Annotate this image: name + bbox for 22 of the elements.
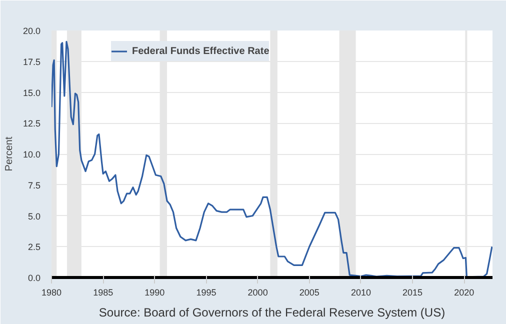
y-tick-label: 0.0 [28,273,41,283]
x-tick-label: 2000 [248,288,268,298]
x-tick-label: 2010 [350,288,371,298]
y-axis-title: Percent [4,136,15,172]
legend-label: Federal Funds Effective Rate [132,46,270,56]
y-tick-label: 17.5 [22,56,41,67]
y-tick-label: 5.0 [28,211,41,222]
x-tick-label: 1985 [93,288,114,298]
x-tick-label: 2005 [299,288,320,298]
x-tick-label: 2015 [402,288,423,298]
y-tick-label: 12.5 [22,118,41,129]
line-series [52,40,492,278]
y-tick-label: 7.5 [28,180,41,190]
y-tick-label: 2.5 [28,242,41,252]
x-tick-label: 1980 [41,288,62,298]
x-tick-label: 2020 [454,288,474,298]
x-tick-label: 1995 [196,288,216,298]
y-tick-label: 10.0 [22,150,41,160]
source-note: Source: Board of Governors of the Federal Reserve System (US) [98,306,446,320]
x-tick-label: 1990 [144,288,165,298]
y-tick-label: 15.0 [22,88,41,98]
y-tick-label: 20.0 [22,26,41,36]
